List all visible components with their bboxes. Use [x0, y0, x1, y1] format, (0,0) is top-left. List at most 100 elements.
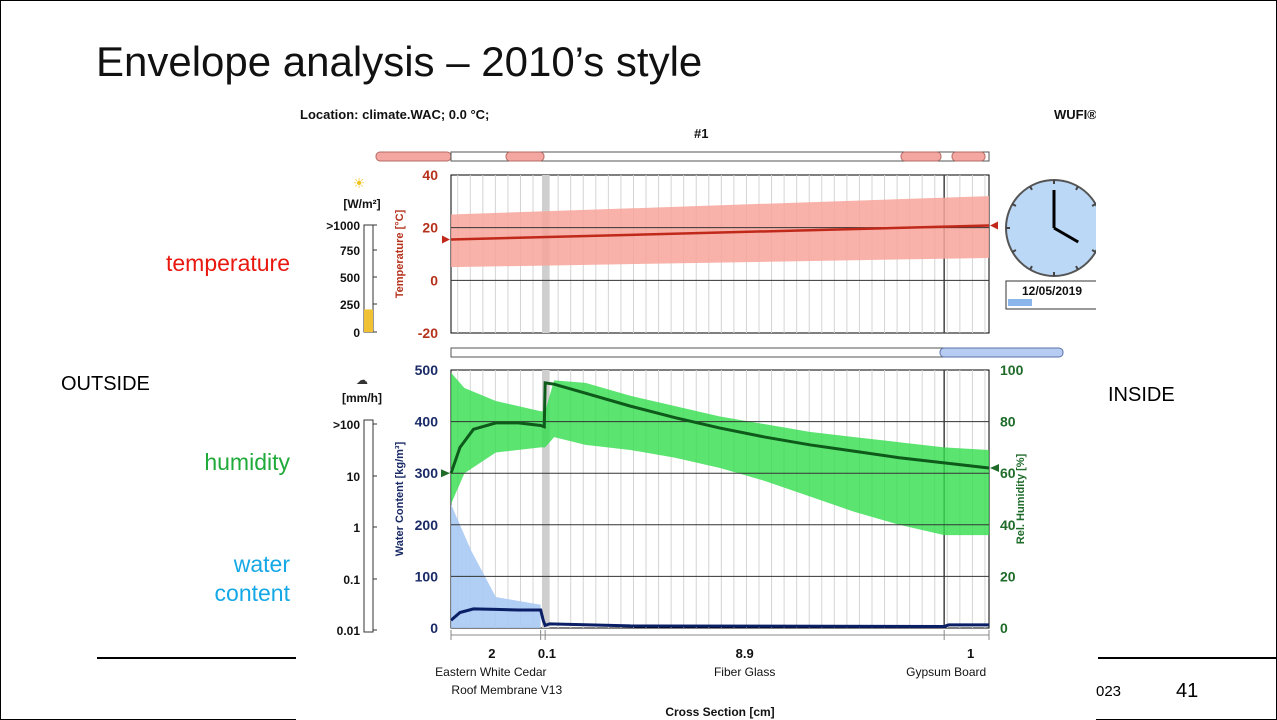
water-content-label-line2: content [214, 580, 290, 606]
water-content-tick-label: 0 [430, 620, 438, 636]
humidity-tick-label: 80 [1000, 414, 1016, 430]
layer-bar-mid-frame [450, 347, 990, 358]
radiation-tick-label: 500 [340, 271, 360, 285]
humidity-range-area [451, 372, 989, 536]
layer-thickness-label: 2 [488, 646, 495, 661]
footer-rule-left [97, 657, 297, 659]
rain-cloud-icon: ☁ [356, 373, 368, 387]
rain-bar [363, 419, 374, 633]
rain-tick-label: 0.1 [343, 573, 360, 587]
clock-face [1005, 179, 1096, 277]
radiation-fill [364, 309, 373, 332]
rain-tick-label: 1 [353, 521, 360, 535]
layer-bar-gypsum [900, 151, 942, 162]
layer-bar-top [375, 151, 990, 162]
layer-bar-middle [450, 347, 1064, 358]
water-content-tick-label: 100 [415, 568, 439, 584]
layer-thickness-label: 8.9 [736, 646, 754, 661]
footer-date: 023 [1096, 683, 1122, 700]
rain-ticks: >100 10 1 0.1 0.01 [333, 418, 377, 638]
clock-tick [1091, 249, 1096, 253]
water-content-tick-label: 200 [415, 517, 439, 533]
clock-widget [1005, 179, 1096, 277]
humidity-tick-label: 60 [1000, 465, 1016, 481]
radiation-tick-label: 0 [353, 326, 360, 340]
temperature-y-ticks: 40 20 0 -20 [418, 167, 438, 341]
humidity-tick-label: 100 [1000, 362, 1024, 378]
layer-bar-outside-air [375, 151, 452, 162]
temperature-tick-label: 0 [430, 272, 438, 288]
wufi-case-id: #1 [694, 126, 708, 141]
radiation-scale: ☀ [W/m²] >1000 750 500 250 0 [326, 175, 380, 340]
clock-hour-hand [1053, 226, 1079, 244]
clock-tick [1029, 185, 1033, 191]
layer-labels: 2 0.1 8.9 1 Eastern White Cedar Roof Membrane… [435, 630, 990, 697]
date-widget: 12/05/2019 [1005, 280, 1096, 310]
humidity-range-band [451, 372, 989, 628]
outside-label: OUTSIDE [61, 373, 150, 395]
temperature-label: temperature [165, 250, 290, 276]
radiation-ticks: >1000 750 500 250 0 [326, 219, 377, 340]
layer-thickness-label: 1 [967, 646, 974, 661]
wufi-location: Location: climate.WAC; 0.0 °C; [300, 107, 489, 122]
humidity-marker-left [441, 469, 450, 478]
radiation-tick-label: >1000 [326, 219, 360, 233]
temperature-lines [442, 221, 998, 244]
layer-name-label: Eastern White Cedar [435, 665, 546, 679]
page-number: 41 [1176, 680, 1199, 702]
rain-tick-label: 10 [347, 470, 361, 484]
humidity-marker-right [990, 464, 999, 473]
rain-unit: [mm/h] [342, 391, 382, 405]
rain-tick-label: 0.01 [337, 624, 361, 638]
clock-tick [1075, 265, 1079, 271]
slide-title: Envelope analysis – 2010’s style [96, 38, 703, 85]
humidity-line [449, 381, 990, 474]
rain-tick-label: >100 [333, 418, 360, 432]
water-content-tick-label: 400 [415, 414, 439, 430]
layer-thickness-label: 0.1 [538, 646, 556, 661]
water-content-line [450, 607, 989, 628]
temperature-marker-left [442, 235, 450, 244]
clock-tick [1075, 185, 1079, 191]
layer-bar-inside-air [951, 151, 986, 162]
temperature-axis-label: Temperature [°C] [394, 209, 406, 298]
humidity-axis-label: Rel. Humidity [%] [1015, 453, 1027, 544]
water-content-label-line1: water [233, 551, 290, 577]
water-content-label: water content [215, 551, 290, 607]
radiation-unit: [W/m²] [343, 197, 380, 211]
wufi-brand: WUFI® [1054, 107, 1096, 122]
clock-tick [1029, 265, 1033, 271]
date-box [1005, 280, 1096, 310]
cross-section-axis-label: Cross Section [cm] [665, 705, 774, 719]
temperature-tick-label: 40 [422, 167, 438, 183]
humidity-tick-label: 40 [1000, 517, 1016, 533]
layer-bar-frame [450, 151, 990, 162]
footer-rule-right [1098, 657, 1277, 659]
water-content-axis-label: Water Content [kg/m³] [394, 441, 406, 556]
temperature-tick-label: -20 [418, 325, 438, 341]
inside-label: INSIDE [1108, 384, 1175, 406]
clock-tick [1011, 203, 1017, 207]
radiation-tick-label: 750 [340, 244, 360, 258]
humidity-tick-label: 0 [1000, 620, 1008, 636]
date-progress [1008, 299, 1032, 306]
layer-bar-cedar [505, 151, 545, 162]
water-content-tick-label: 500 [415, 362, 439, 378]
temperature-marker-right [990, 221, 998, 230]
temperature-tick-label: 20 [422, 220, 438, 236]
rain-scale: ☁ [mm/h] >100 10 1 0.1 0.01 [333, 373, 382, 638]
clock-ticks [1006, 180, 1096, 276]
date-text: 12/05/2019 [1022, 284, 1082, 298]
layer-name-label: Roof Membrane V13 [451, 683, 562, 697]
humidity-label: humidity [204, 449, 290, 475]
wufi-plot: Location: climate.WAC; 0.0 °C; WUFI® #1 … [296, 100, 1096, 720]
moisture-horizontal-grid [451, 421, 989, 577]
radiation-tick-label: 250 [340, 298, 360, 312]
layer-name-label: Gypsum Board [906, 665, 986, 679]
temperature-panel: 40 20 0 -20 Temperature [°C] [394, 167, 998, 341]
temperature-line [450, 224, 990, 241]
clock-tick [1091, 203, 1096, 207]
water-content-range-area [451, 504, 541, 628]
